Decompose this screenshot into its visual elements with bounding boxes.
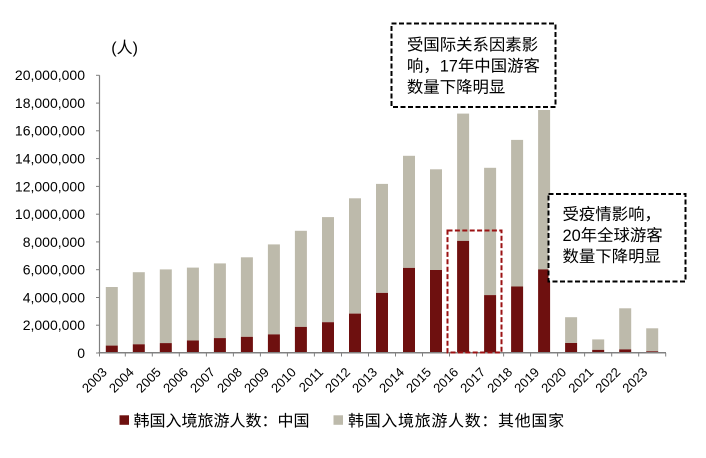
svg-text:2,000,000: 2,000,000 — [23, 317, 85, 333]
svg-text:10,000,000: 10,000,000 — [15, 206, 85, 222]
svg-text:16,000,000: 16,000,000 — [15, 123, 85, 139]
svg-text:14,000,000: 14,000,000 — [15, 151, 85, 167]
svg-text:12,000,000: 12,000,000 — [15, 178, 85, 194]
svg-text:4,000,000: 4,000,000 — [23, 289, 85, 305]
svg-text:20,000,000: 20,000,000 — [15, 67, 85, 83]
svg-text:(: ( — [111, 40, 117, 57]
svg-text:8,000,000: 8,000,000 — [23, 234, 85, 250]
svg-text:17: 17 — [440, 58, 458, 76]
svg-text:0: 0 — [77, 345, 85, 361]
svg-text:6,000,000: 6,000,000 — [23, 262, 85, 278]
svg-text:): ) — [133, 40, 138, 57]
svg-text:20: 20 — [563, 227, 581, 245]
svg-text:18,000,000: 18,000,000 — [15, 95, 85, 111]
